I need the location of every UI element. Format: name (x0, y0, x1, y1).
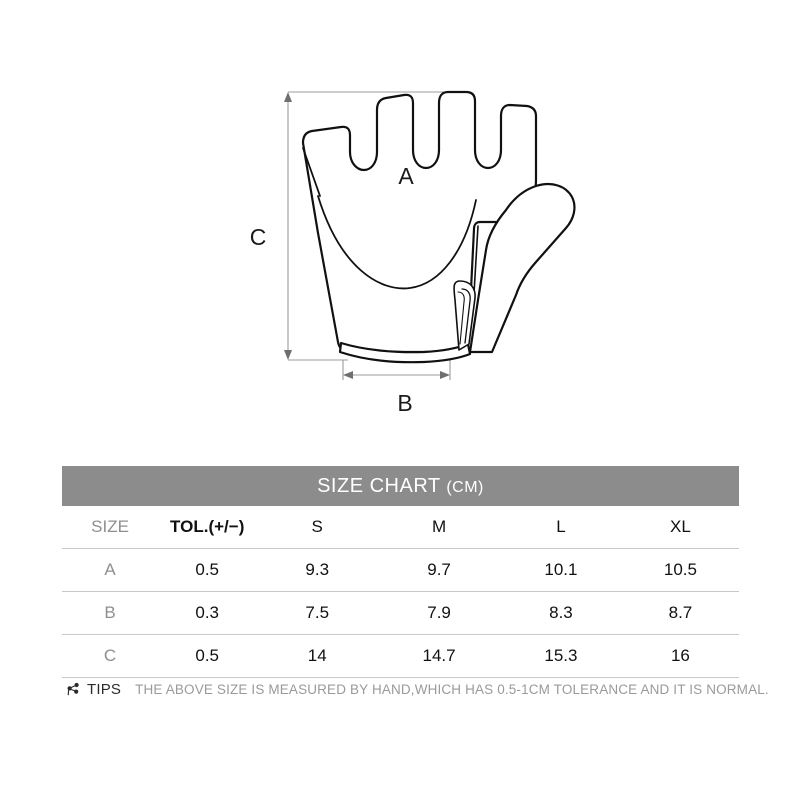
size-chart-table: SIZE CHART (CM) SIZE TOL.(+/−) S M L XL (62, 466, 739, 678)
cell-a-s: 9.3 (256, 548, 379, 592)
cell-b-s: 7.5 (256, 591, 379, 635)
table-header-row: SIZE TOL.(+/−) S M L XL (62, 506, 739, 549)
measurements-table: SIZE TOL.(+/−) S M L XL A 0.5 9.3 9.7 10… (62, 506, 739, 678)
cell-a-tol: 0.5 (158, 548, 257, 592)
tips-description: THE ABOVE SIZE IS MEASURED BY HAND,WHICH… (135, 682, 769, 697)
cell-a-m: 9.7 (378, 548, 500, 592)
row-label-b: B (62, 591, 159, 635)
cell-a-xl: 10.5 (621, 548, 739, 592)
cell-c-xl: 16 (621, 634, 739, 678)
cell-b-xl: 8.7 (621, 591, 739, 635)
table-row: A 0.5 9.3 9.7 10.1 10.5 (62, 548, 739, 592)
cell-a-l: 10.1 (500, 548, 622, 592)
dimension-label-a: A (398, 163, 414, 189)
column-header-xl: XL (621, 506, 739, 549)
cell-c-tol: 0.5 (158, 634, 257, 678)
table-row: B 0.3 7.5 7.9 8.3 8.7 (62, 591, 739, 635)
cell-b-m: 7.9 (378, 591, 500, 635)
share-nodes-icon (66, 682, 81, 697)
tips-label: TIPS (87, 681, 122, 698)
cell-c-s: 14 (256, 634, 379, 678)
cell-b-l: 8.3 (500, 591, 622, 635)
column-header-size: SIZE (62, 506, 159, 549)
row-label-a: A (62, 548, 159, 592)
column-header-l: L (500, 506, 622, 549)
column-header-s: S (256, 506, 379, 549)
dimension-label-c: C (250, 224, 267, 250)
cell-c-m: 14.7 (378, 634, 500, 678)
size-chart-header: SIZE CHART (CM) (62, 466, 739, 506)
column-header-tol: TOL.(+/−) (158, 506, 257, 549)
glove-outline (301, 90, 576, 364)
size-chart-title: SIZE CHART (317, 475, 441, 497)
table-row: C 0.5 14 14.7 15.3 16 (62, 634, 739, 678)
tips-note: TIPS THE ABOVE SIZE IS MEASURED BY HAND,… (66, 681, 769, 698)
glove-illustration: C A B (250, 90, 576, 416)
size-chart-unit: (CM) (446, 479, 484, 496)
dimension-label-b: B (397, 390, 412, 416)
row-label-c: C (62, 634, 159, 678)
column-header-m: M (378, 506, 500, 549)
cell-b-tol: 0.3 (158, 591, 257, 635)
cell-c-l: 15.3 (500, 634, 622, 678)
